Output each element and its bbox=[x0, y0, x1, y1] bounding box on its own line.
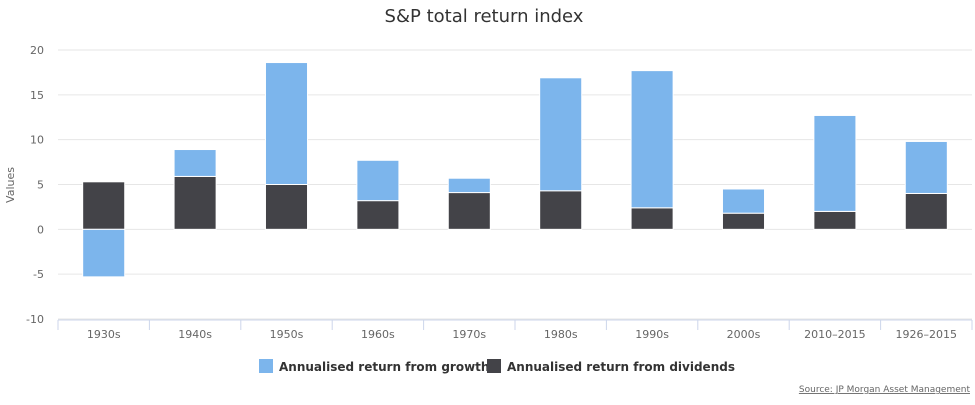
x-tick-label: 2000s bbox=[727, 328, 761, 341]
legend-item-dividends[interactable]: Annualised return from dividends bbox=[487, 359, 735, 374]
bars bbox=[82, 62, 948, 278]
bar-growth[interactable] bbox=[173, 149, 217, 177]
bar-growth[interactable] bbox=[539, 77, 583, 192]
y-tick-label: -10 bbox=[26, 313, 44, 326]
x-tick-label: 1960s bbox=[361, 328, 395, 341]
bar-dividends[interactable] bbox=[82, 181, 126, 230]
y-tick-label: 5 bbox=[37, 179, 44, 192]
y-tick-label: 20 bbox=[30, 44, 44, 57]
source-note[interactable]: Source: JP Morgan Asset Management bbox=[799, 385, 971, 395]
bar-dividends[interactable] bbox=[264, 184, 309, 230]
y-axis-title: Values bbox=[4, 167, 17, 203]
bar-dividends[interactable] bbox=[813, 210, 857, 230]
bar-dividends[interactable] bbox=[721, 212, 766, 230]
bar-dividends[interactable] bbox=[904, 192, 948, 230]
x-tick-label: 1950s bbox=[270, 328, 304, 341]
legend-label: Annualised return from growth bbox=[279, 360, 489, 374]
y-tick-label: 0 bbox=[37, 223, 44, 236]
bar-growth[interactable] bbox=[82, 228, 126, 278]
x-tick-label: 2010–2015 bbox=[804, 328, 866, 341]
x-tick-label: 1970s bbox=[452, 328, 486, 341]
y-tick-label: 10 bbox=[30, 134, 44, 147]
bar-growth[interactable] bbox=[630, 70, 674, 209]
x-axis: 1930s 1940s 1950s 1960s 1970s 1980s 1990s 2000s… bbox=[57, 319, 973, 341]
bar-growth[interactable] bbox=[264, 62, 309, 185]
bar-dividends[interactable] bbox=[447, 192, 491, 230]
x-tick-label: 1940s bbox=[178, 328, 212, 341]
legend-item-growth[interactable]: Annualised return from growth bbox=[259, 359, 489, 374]
bar-dividends[interactable] bbox=[356, 200, 400, 230]
y-tick-label: 15 bbox=[30, 89, 44, 102]
x-tick-label: 1926–2015 bbox=[896, 328, 958, 341]
x-tick-label: 1980s bbox=[544, 328, 578, 341]
legend-swatch bbox=[259, 359, 273, 373]
y-axis-ticks: 20 15 10 5 0 -5 -10 bbox=[26, 44, 44, 326]
bar-dividends[interactable] bbox=[173, 175, 217, 230]
bar-dividends[interactable] bbox=[630, 207, 674, 230]
bar-growth[interactable] bbox=[721, 188, 766, 214]
y-tick-label: -5 bbox=[33, 268, 44, 281]
legend: Annualised return from growth Annualised … bbox=[259, 359, 735, 374]
x-tick-label: 1930s bbox=[87, 328, 121, 341]
bar-growth[interactable] bbox=[447, 177, 491, 194]
bar-growth[interactable] bbox=[904, 140, 948, 194]
legend-label: Annualised return from dividends bbox=[507, 360, 735, 374]
bar-dividends[interactable] bbox=[539, 190, 583, 230]
bar-growth[interactable] bbox=[356, 159, 400, 202]
legend-swatch bbox=[487, 359, 501, 373]
chart-title: S&P total return index bbox=[385, 6, 584, 27]
x-tick-label: 1990s bbox=[635, 328, 669, 341]
bar-growth[interactable] bbox=[813, 114, 857, 212]
